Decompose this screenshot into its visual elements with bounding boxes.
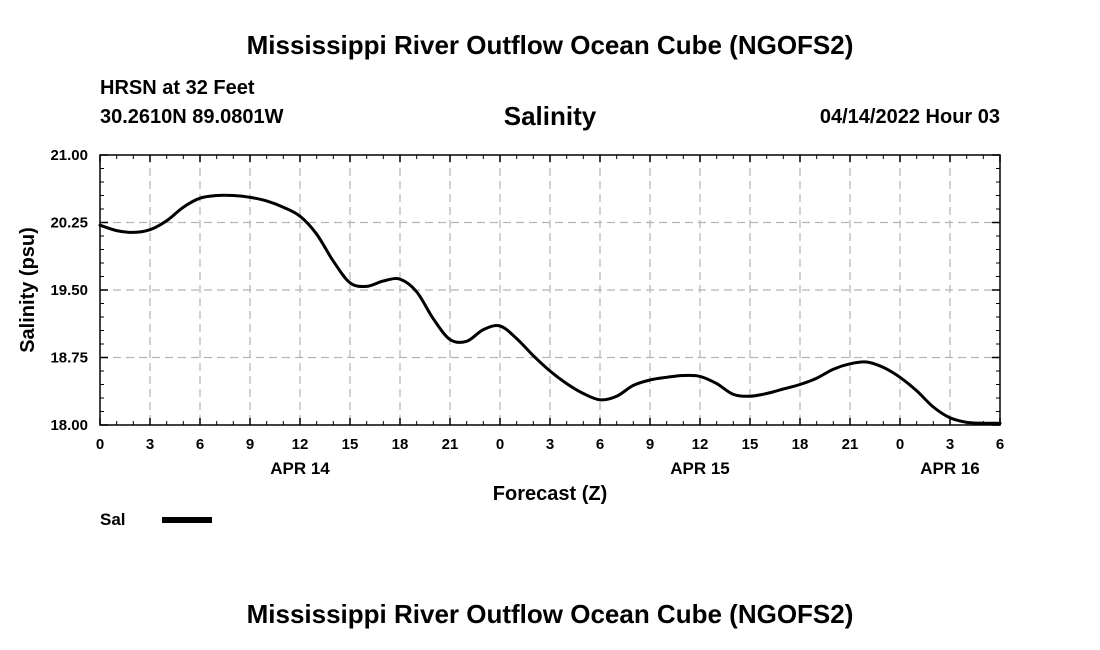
x-tick-label: 21 (842, 436, 859, 453)
legend-label: Sal (100, 510, 126, 529)
date-labels: APR 14 APR 15 APR 16 (270, 459, 980, 478)
x-tick-label: 9 (246, 436, 254, 453)
x-tick-labels: 0 3 6 9 12 15 18 21 0 3 6 9 12 15 18 21 0 3 6 (96, 436, 1004, 453)
x-tick-label: 3 (546, 436, 554, 453)
x-tick-label: 15 (742, 436, 759, 453)
grid (100, 155, 1000, 425)
y-tick-label: 20.25 (50, 215, 88, 232)
footer-title: Mississippi River Outflow Ocean Cube (NG… (246, 599, 854, 629)
x-tick-label: 12 (692, 436, 709, 453)
x-tick-label: 6 (596, 436, 604, 453)
chart-title: Mississippi River Outflow Ocean Cube (NG… (246, 30, 854, 60)
variable-title: Salinity (503, 101, 597, 131)
x-tick-label: 21 (442, 436, 459, 453)
legend-swatch (162, 517, 212, 523)
x-tick-label: 3 (946, 436, 954, 453)
x-tick-label: 9 (646, 436, 654, 453)
x-tick-label: 0 (96, 436, 104, 453)
x-tick-label: 0 (896, 436, 904, 453)
x-tick-label: 3 (146, 436, 154, 453)
y-tick-label: 19.50 (50, 282, 88, 299)
series-line-sal (98, 193, 1002, 425)
station-name: HRSN at 32 Feet (100, 77, 255, 99)
x-tick-label: 18 (792, 436, 809, 453)
x-tick-label: 0 (496, 436, 504, 453)
date-label: APR 14 (270, 459, 330, 478)
y-tick-label: 18.00 (50, 417, 88, 434)
x-tick-label: 18 (392, 436, 409, 453)
x-tick-label: 15 (342, 436, 359, 453)
station-coordinates: 30.2610N 89.0801W (100, 106, 284, 128)
y-axis-title: Salinity (psu) (17, 227, 39, 353)
date-label: APR 16 (920, 459, 980, 478)
x-tick-label: 12 (292, 436, 309, 453)
x-axis-title: Forecast (Z) (493, 483, 607, 505)
plot-frame (99, 154, 1001, 426)
y-tick-label: 18.75 (50, 350, 88, 367)
y-tick-label: 21.00 (50, 147, 88, 164)
date-label: APR 15 (670, 459, 730, 478)
x-tick-label: 6 (196, 436, 204, 453)
x-tick-label: 6 (996, 436, 1004, 453)
valid-time: 04/14/2022 Hour 03 (819, 106, 1000, 128)
y-tick-labels: 18.00 18.75 19.50 20.25 21.00 (50, 147, 88, 434)
